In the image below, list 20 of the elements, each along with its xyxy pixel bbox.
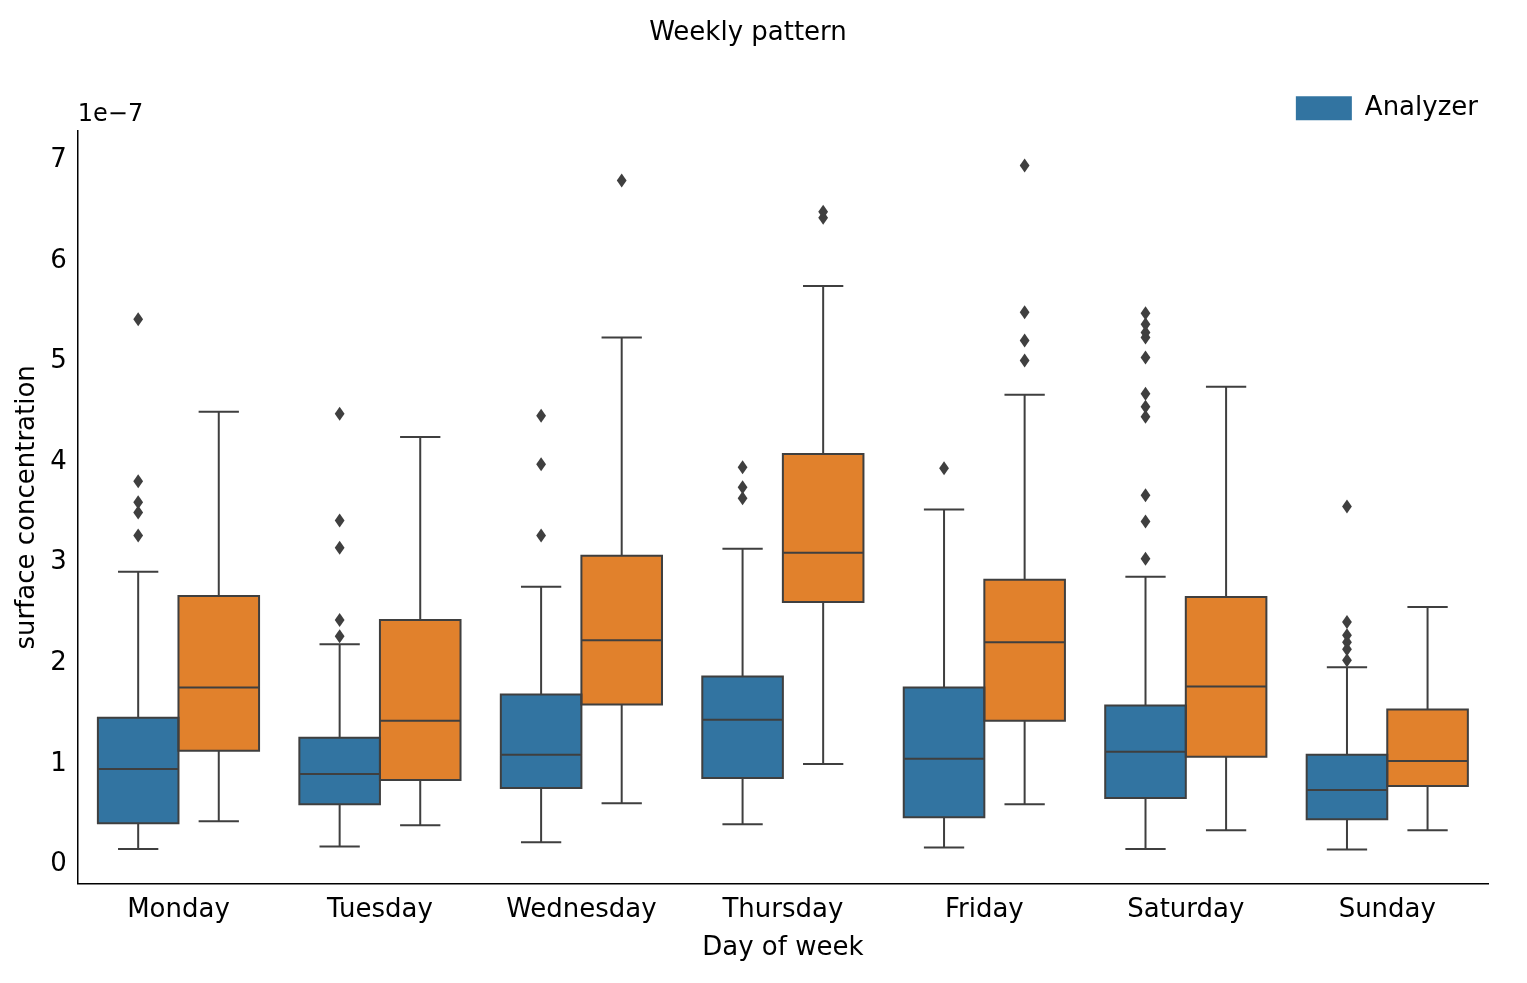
x-tick-label: Friday xyxy=(944,892,1024,923)
x-tick-label: Wednesday xyxy=(506,892,657,923)
x-tick-label: Saturday xyxy=(1127,892,1245,923)
legend-label: Analyzer xyxy=(1364,90,1479,121)
y-tick-label: 1 xyxy=(50,746,67,777)
y-tick-label: 5 xyxy=(50,344,67,375)
text: 1e−7 xyxy=(77,99,144,128)
y-tick-label: 3 xyxy=(50,545,67,576)
y-tick-label: 7 xyxy=(50,143,67,174)
x-tick-label: Tuesday xyxy=(326,892,433,923)
y-axis-title: surface concentration xyxy=(10,365,41,650)
x-tick-label: Monday xyxy=(127,892,230,923)
y-tick-label: 0 xyxy=(50,847,67,878)
x-axis-title: Day of week xyxy=(702,931,864,962)
chart-title: Weekly pattern xyxy=(649,16,847,47)
x-tick-label: Thursday xyxy=(721,892,844,923)
x-tick-label: Sunday xyxy=(1338,892,1436,923)
y-tick-label: 2 xyxy=(50,646,67,677)
y-tick-label: 4 xyxy=(50,444,67,475)
y-tick-label: 6 xyxy=(50,243,67,274)
